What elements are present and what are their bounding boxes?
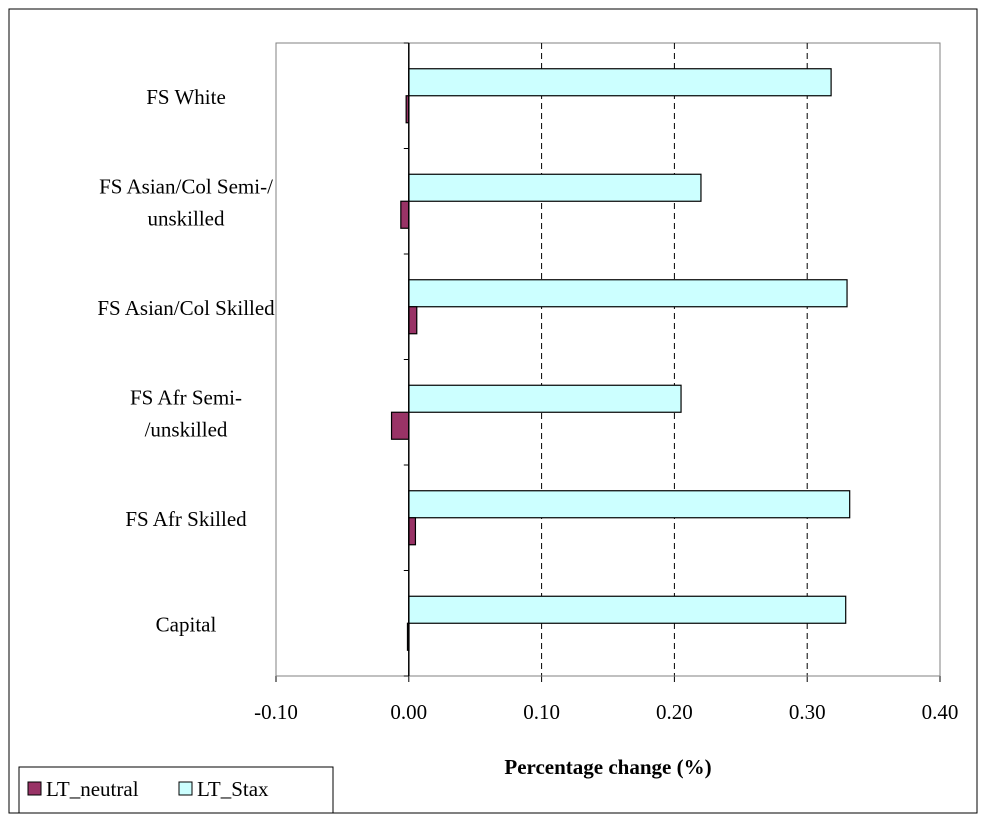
bar-lt-neutral <box>390 411 410 440</box>
legend-swatch <box>27 781 42 796</box>
legend-label: LT_neutral <box>46 777 139 801</box>
x-tick-label: 0.00 <box>390 700 427 724</box>
bar-lt-stax <box>408 68 832 97</box>
bars <box>390 68 851 651</box>
x-axis-title: Percentage change (%) <box>504 755 711 779</box>
legend: LT_neutral LT_Stax <box>18 766 334 814</box>
category-label: FS Asian/Col Skilled <box>97 296 275 320</box>
x-tick-labels: -0.10 0.00 0.10 0.20 0.30 0.40 <box>254 700 958 724</box>
plot-area <box>275 42 941 677</box>
x-tick-label: 0.40 <box>922 700 959 724</box>
legend-box <box>18 766 334 814</box>
category-labels: FS White FS Asian/Col Semi-/unskilled FS A… <box>97 85 275 637</box>
x-tick-label: 0.20 <box>656 700 693 724</box>
legend-swatch <box>178 781 193 796</box>
x-tick-label: 0.10 <box>523 700 560 724</box>
legend-label: LT_Stax <box>197 777 269 801</box>
bar-lt-stax <box>408 490 851 519</box>
category-label: FS Afr Semi-/unskilled <box>130 385 242 441</box>
bar-lt-stax <box>408 173 702 202</box>
grid-lines <box>541 43 808 676</box>
bar-lt-neutral <box>400 200 410 229</box>
bar-lt-stax <box>408 384 682 413</box>
category-label: Capital <box>156 612 217 636</box>
bar-lt-neutral <box>408 517 417 546</box>
category-label: FS White <box>146 85 226 109</box>
bar-lt-stax <box>408 595 847 624</box>
category-label: FS Asian/Col Semi-/unskilled <box>99 174 273 230</box>
x-tick-label: 0.30 <box>789 700 826 724</box>
bar-lt-neutral <box>408 306 418 335</box>
bar-lt-stax <box>408 279 848 308</box>
x-tick-label: -0.10 <box>254 700 298 724</box>
category-label: FS Afr Skilled <box>125 507 247 531</box>
axes <box>275 42 941 682</box>
